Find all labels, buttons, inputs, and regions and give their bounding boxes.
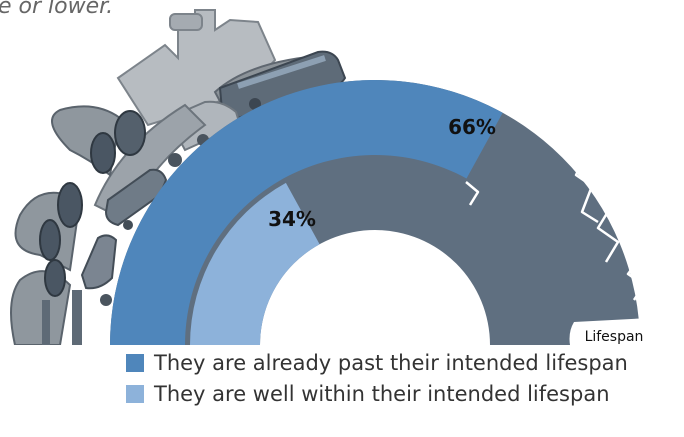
lamp-icon: [39, 219, 61, 261]
legend-swatch-past-lifespan: [126, 353, 144, 372]
within-lifespan-value-label: 34%: [268, 207, 316, 231]
train-car-icon: [80, 234, 118, 290]
legend-swatch-within-lifespan: [126, 384, 144, 403]
lifespan-tag: Lifespan: [569, 318, 659, 345]
crack-lines: [465, 149, 646, 301]
lamp-icon: [57, 182, 83, 228]
lamp-icon: [90, 132, 116, 174]
legend-label-past-lifespan: They are already past their intended lif…: [154, 350, 628, 375]
past-lifespan-arc: [110, 80, 503, 345]
lamp-icon: [114, 110, 146, 156]
bolt-icon: [168, 153, 182, 167]
past-lifespan-value-label: 66%: [448, 115, 496, 139]
legend-label-within-lifespan: They are well within their intended life…: [154, 381, 610, 406]
within-lifespan-arc: [190, 182, 320, 345]
lifespan-tag-background: [569, 318, 659, 345]
chart-subtitle: e or lower.: [0, 0, 114, 19]
infrastructure-illustration: [10, 9, 347, 345]
lifespan-annotation: Lifespan: [585, 329, 644, 345]
chart-legend: They are already past their intended lif…: [126, 347, 628, 409]
water-tower-icon: [169, 13, 203, 31]
lamp-icon: [44, 259, 66, 297]
lifespan-arc-chart: 66% 34% Lifespan: [10, 9, 659, 345]
bolt-icon: [100, 294, 112, 306]
legend-item-within-lifespan: They are well within their intended life…: [126, 378, 628, 409]
bus-wheel-icon: [249, 98, 261, 110]
legend-item-past-lifespan: They are already past their intended lif…: [126, 347, 628, 378]
